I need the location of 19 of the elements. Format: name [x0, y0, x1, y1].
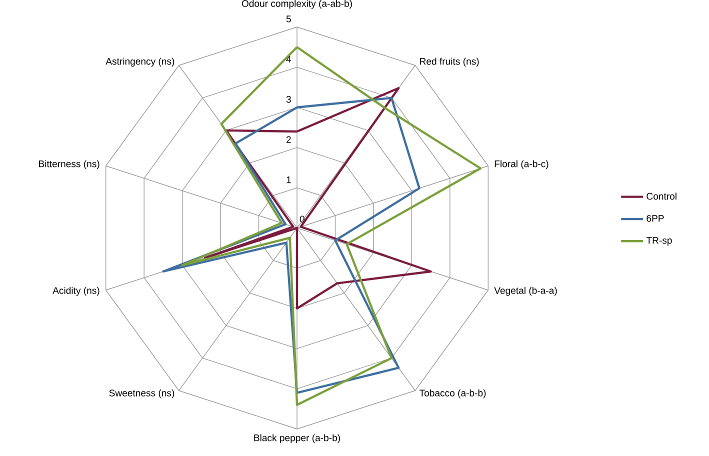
- legend-label: Control: [646, 192, 676, 200]
- y-tick-label: 4: [286, 56, 292, 62]
- spoke-label: Floral (a-b-c): [494, 160, 548, 170]
- legend-label: TR-sp: [646, 237, 672, 246]
- spoke-label: Acidity (ns): [52, 286, 100, 296]
- spoke-label: Vegetal (b-a-a): [494, 286, 557, 296]
- y-tick-label: 3: [286, 96, 291, 103]
- spoke-label: Astringency (ns): [106, 58, 174, 67]
- y-tick-label: 5: [286, 16, 291, 22]
- spoke-label: Odour complexity (a-ab-b): [242, 0, 352, 9]
- spoke-label: Bitterness (ns): [39, 160, 100, 170]
- spoke-label: Sweetness (ns): [109, 389, 174, 398]
- y-tick-label: 1: [286, 176, 291, 184]
- y-tick-label: 2: [286, 136, 291, 143]
- spoke-label: Tobacco (a-b-b): [420, 389, 486, 398]
- y-tick-label: 0: [300, 216, 304, 222]
- spoke-label: Red fruits (ns): [420, 58, 479, 67]
- legend-label: 6PP: [646, 215, 664, 222]
- spoke-label: Black pepper (a-b-b): [254, 434, 340, 444]
